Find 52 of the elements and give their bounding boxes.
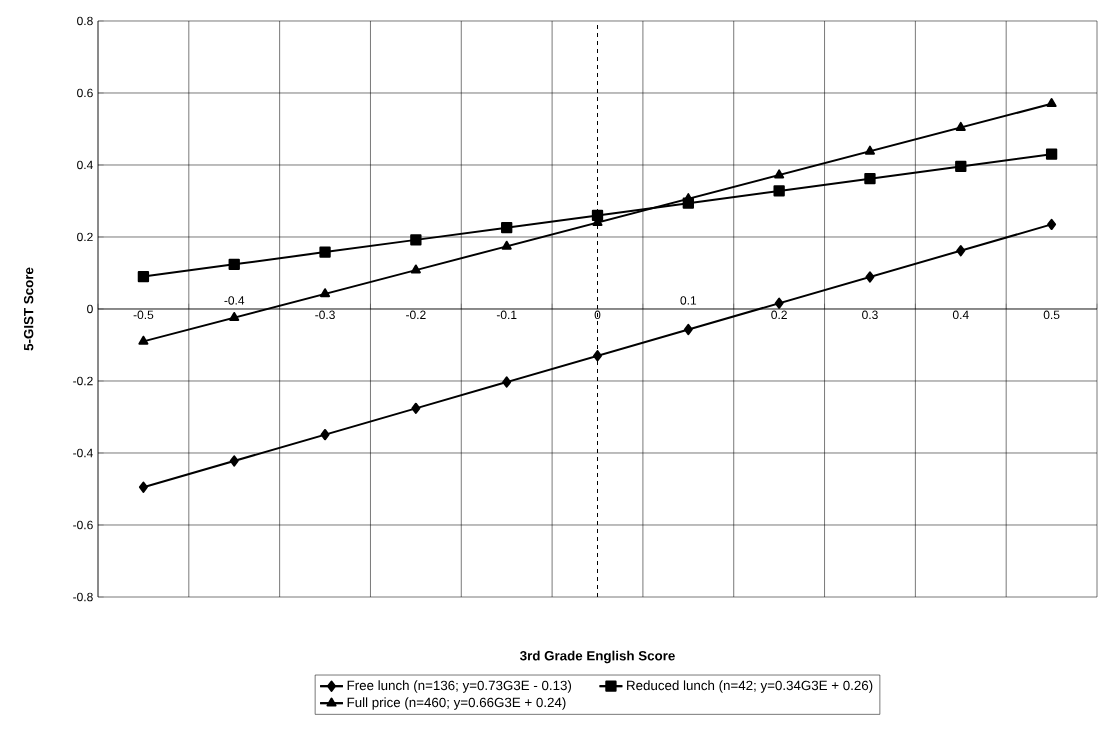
point <box>501 240 512 250</box>
point <box>137 270 150 283</box>
legend-label: Free lunch (n=136; y=0.73G3E - 0.13) <box>347 680 572 693</box>
point <box>411 402 421 415</box>
point <box>138 335 149 345</box>
point <box>774 297 784 309</box>
point <box>774 169 785 179</box>
point <box>1046 98 1057 108</box>
point <box>773 185 785 197</box>
point <box>138 481 148 493</box>
x-tick-label: 0.2 <box>771 310 787 320</box>
point <box>229 311 240 321</box>
x-tick-label: -0.2 <box>406 310 426 320</box>
y-tick-label: 0.4 <box>77 160 93 170</box>
point <box>1047 218 1057 231</box>
y-tick-label: 0.2 <box>77 232 93 242</box>
y-tick-label: 0.8 <box>77 16 93 26</box>
point <box>955 160 967 173</box>
x-tick-label: 0.3 <box>862 310 878 320</box>
point <box>410 264 421 274</box>
x-tick-label: -0.3 <box>315 310 335 320</box>
point <box>319 246 331 258</box>
x-axis-title: 3rd Grade English Score <box>520 650 675 664</box>
point <box>864 173 876 185</box>
point <box>955 121 966 131</box>
legend-label: Full price (n=460; y=0.66G3E + 0.24) <box>347 697 566 710</box>
point <box>501 221 513 234</box>
x-tick-label: -0.1 <box>496 310 517 320</box>
y-tick-label: -0.6 <box>73 520 93 530</box>
point <box>229 455 239 467</box>
y-tick-label: -0.8 <box>73 592 93 602</box>
point <box>864 145 875 155</box>
x-tick-label: 0.1 <box>680 296 697 305</box>
point <box>956 245 966 257</box>
point <box>410 234 422 246</box>
y-tick-label: 0.6 <box>77 88 93 98</box>
point <box>320 428 330 441</box>
x-tick-label: -0.5 <box>133 310 154 320</box>
point <box>502 376 512 388</box>
legend-label: Reduced lunch (n=42; y=0.34G3E + 0.26) <box>627 680 873 693</box>
point <box>320 288 331 298</box>
x-tick-label: 0 <box>594 310 601 320</box>
point <box>865 271 875 283</box>
y-tick-label: -0.2 <box>73 376 93 386</box>
point <box>228 258 240 271</box>
y-axis-title: 5-GIST Score <box>23 267 34 351</box>
x-tick-label: 0.4 <box>952 310 969 320</box>
y-tick-label: -0.4 <box>73 448 93 458</box>
point <box>683 323 693 336</box>
point <box>1045 148 1058 160</box>
point <box>593 350 602 362</box>
x-tick-label: 0.5 <box>1043 310 1060 320</box>
